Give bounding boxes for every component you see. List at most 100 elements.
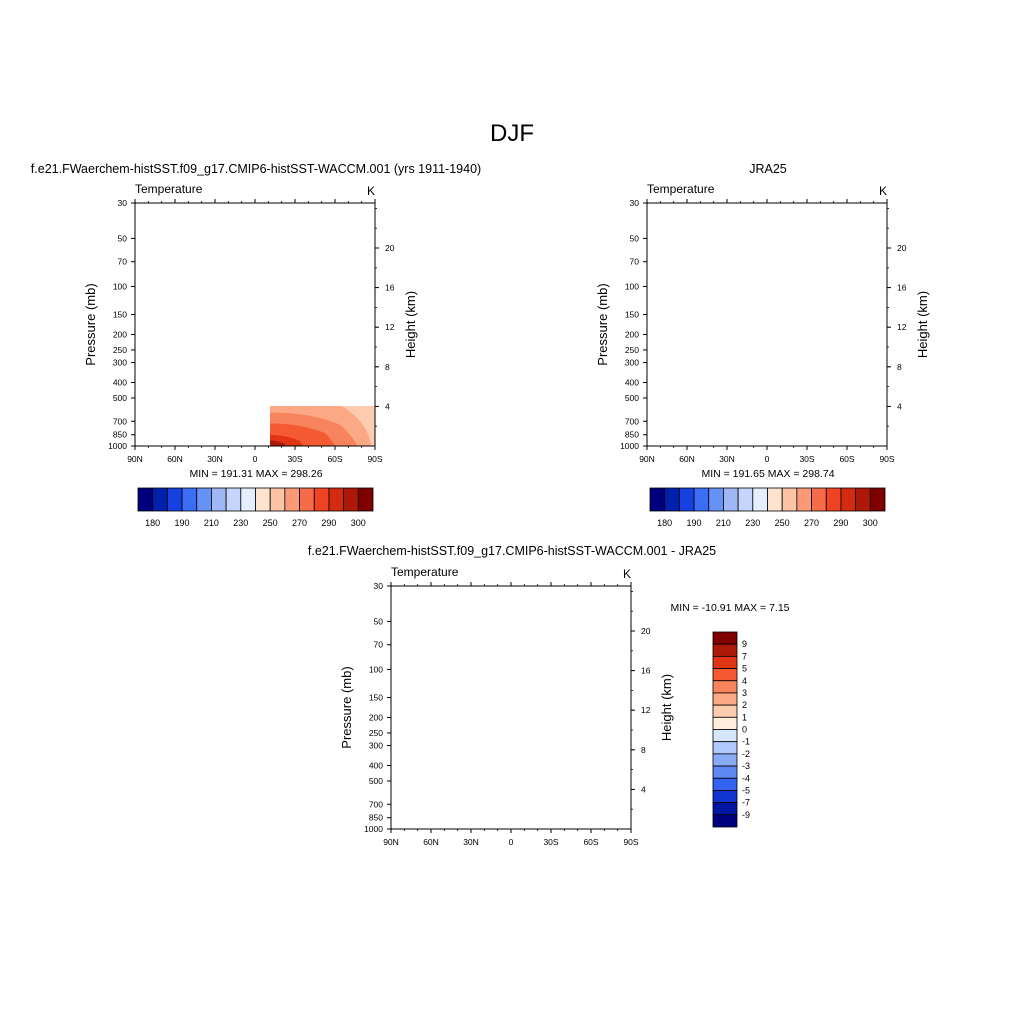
units-label: K — [623, 567, 631, 581]
x-tick-label: 90N — [127, 454, 143, 464]
colorbar-swatch — [240, 487, 256, 512]
x-tick-label: 90S — [367, 454, 382, 464]
colorbar-swatch — [712, 729, 738, 743]
colorbar-swatch — [723, 487, 739, 512]
y-tick-label: 250 — [113, 345, 127, 355]
colorbar: 9 7 5 4 3 2 1 0 -1 -2 -3 -4 -5 -7 -9 — [712, 631, 750, 828]
y2-tick-label: 12 — [385, 322, 395, 332]
y2-tick-label: 20 — [897, 243, 907, 253]
x-tick-label: 0 — [509, 837, 514, 847]
y-tick-label: 150 — [625, 310, 639, 320]
y-tick-label: 700 — [369, 799, 383, 809]
colorbar-swatch — [712, 802, 738, 816]
chart-title: JRA25 — [749, 162, 787, 176]
y-tick-label: 500 — [113, 393, 127, 403]
colorbar-label: 190 — [687, 518, 702, 528]
y-tick-label: 1000 — [108, 441, 127, 451]
colorbar-swatch — [752, 487, 768, 512]
colorbar-label: 250 — [775, 518, 790, 528]
variable-label: Temperature — [135, 182, 203, 196]
colorbar-label: 9 — [742, 639, 747, 649]
colorbar-swatch — [343, 487, 359, 512]
colorbar-label: 2 — [742, 700, 747, 710]
x-tick-label: 30S — [543, 837, 558, 847]
y-tick-label: 400 — [369, 761, 383, 771]
colorbar-swatch — [152, 487, 168, 512]
variable-label: Temperature — [391, 565, 459, 579]
min-max-stats: MIN = -10.91 MAX = 7.15 — [670, 602, 789, 614]
y-tick-label: 70 — [118, 257, 128, 267]
y-tick-label: 850 — [113, 430, 127, 440]
colorbar-swatch — [357, 487, 374, 512]
min-max-stats: MIN = 191.31 MAX = 298.26 — [189, 468, 322, 480]
y-tick-label: 100 — [369, 664, 383, 674]
colorbar-swatch — [712, 692, 738, 706]
colorbar-swatch — [313, 487, 330, 512]
y-tick-label: 500 — [369, 776, 383, 786]
y-tick-label: 250 — [369, 728, 383, 738]
colorbar-swatch — [712, 777, 738, 791]
x-tick-label: 60S — [839, 454, 854, 464]
colorbar-label: 210 — [716, 518, 731, 528]
static-layer: DJF f.e21.FWaerchem-histSST.f09_g17.CMIP6… — [31, 120, 930, 847]
y-tick-label: 30 — [374, 581, 384, 591]
colorbar-swatch — [737, 487, 754, 512]
x-tick-label: 0 — [253, 454, 258, 464]
colorbar-label: 270 — [804, 518, 819, 528]
y-tick-label: 1000 — [620, 441, 639, 451]
y2-tick-label: 16 — [897, 283, 907, 293]
colorbar-label: 300 — [351, 518, 366, 528]
colorbar-label: 290 — [321, 518, 336, 528]
colorbar-swatch — [712, 716, 738, 730]
colorbar-swatch — [708, 487, 724, 512]
plot-frame — [646, 202, 888, 447]
colorbar-swatch — [712, 643, 738, 657]
colorbar-swatch — [299, 487, 315, 512]
colorbar-label: 0 — [742, 725, 747, 735]
colorbar-swatch — [255, 487, 271, 512]
y-tick-label: 50 — [374, 616, 384, 626]
colorbar-label: 7 — [742, 651, 747, 661]
colorbar-label: -7 — [742, 798, 750, 808]
contour-field — [270, 406, 375, 446]
x-tick-label: 30S — [287, 454, 302, 464]
colorbar-swatch — [712, 668, 738, 682]
y-tick-label: 50 — [630, 233, 640, 243]
colorbar-label: 230 — [745, 518, 760, 528]
x-tick-label: 30S — [799, 454, 814, 464]
min-max-stats: MIN = 191.65 MAX = 298.74 — [701, 468, 834, 480]
colorbar-label: 230 — [233, 518, 248, 528]
y2-tick-label: 12 — [897, 322, 907, 332]
y2-tick-label: 20 — [641, 626, 651, 636]
x-tick-label: 60N — [679, 454, 695, 464]
figure-title: DJF — [490, 120, 534, 147]
y-tick-label: 150 — [113, 310, 127, 320]
contour-fill — [391, 586, 631, 829]
y2-axis-label: Height (km) — [915, 291, 930, 358]
colorbar-swatch — [712, 753, 738, 767]
colorbar-swatch — [712, 655, 738, 669]
colorbar-swatch — [712, 790, 738, 804]
x-tick-label: 60N — [167, 454, 183, 464]
chart-panel: f.e21.FWaerchem-histSST.f09_g17.CMIP6-hi… — [308, 544, 790, 847]
colorbar-label: 180 — [145, 518, 160, 528]
colorbar-label: 4 — [742, 676, 747, 686]
colorbar-swatch — [664, 487, 680, 512]
colorbar-swatch — [269, 487, 286, 512]
y-tick-label: 850 — [625, 430, 639, 440]
colorbar-swatch — [225, 487, 242, 512]
colorbar-label: -4 — [742, 773, 750, 783]
contour-field — [391, 586, 631, 829]
colorbar: 180 190 210 230 250 270 290 300 — [649, 487, 886, 528]
chart-panel: f.e21.FWaerchem-histSST.f09_g17.CMIP6-hi… — [31, 162, 481, 528]
contour-field — [647, 203, 887, 446]
y-tick-label: 1000 — [364, 824, 383, 834]
colorbar-swatch — [781, 487, 798, 512]
units-label: K — [367, 184, 375, 198]
contour-fill — [270, 406, 375, 446]
x-tick-label: 30N — [207, 454, 223, 464]
colorbar-swatch — [796, 487, 812, 512]
colorbar-swatch — [840, 487, 857, 512]
colorbar-label: 180 — [657, 518, 672, 528]
